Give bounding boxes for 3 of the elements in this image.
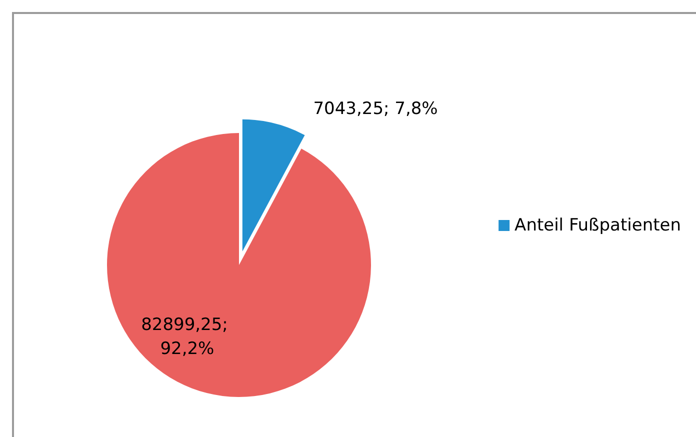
data-label: 7043,25; 7,8%: [313, 98, 438, 119]
legend-label: Anteil Fußpatienten: [514, 216, 682, 236]
data-label: 82899,25; 92,2%: [141, 314, 234, 359]
